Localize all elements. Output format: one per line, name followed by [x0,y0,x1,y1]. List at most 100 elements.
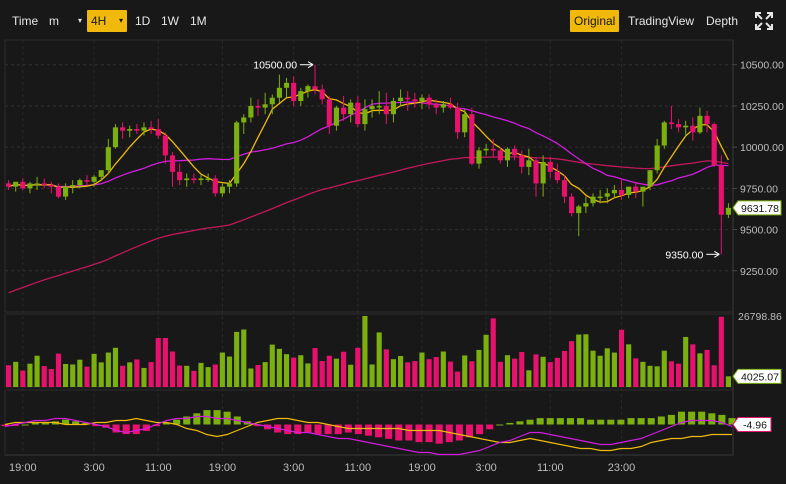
candle-body-down [561,180,568,197]
indicator-hist-down [395,424,403,441]
candle-body-up [234,122,240,184]
indicator-hist-up [163,422,171,425]
candle-body-up [483,148,489,151]
volume-bar-down [433,357,439,387]
original-view-button[interactable]: Original [570,10,620,32]
volume-bar-down [426,359,432,387]
interval-4h-dropdown[interactable]: 4H ▾ [87,10,127,32]
chart-toolbar: Time m ▾ 4H ▾ 1D 1W 1M Original TradingVie… [0,0,786,40]
volume-bar-down [169,351,176,387]
volume-bar-up [305,363,311,387]
candle-body-down [134,129,140,131]
indicator-hist-down [486,424,494,430]
volume-bar-up [70,364,76,387]
candle-body-down [148,127,154,130]
indicator-hist-down [294,424,302,435]
candle-body-down [490,148,496,151]
indicator-hist-down [1,424,9,427]
candle-body-down [20,181,26,189]
candle-body-down [547,161,553,172]
indicator-hist-up [647,418,655,425]
indicator-hist-up [617,419,625,425]
candle-body-down [162,135,168,156]
x-tick-label: 11:00 [145,462,172,474]
candle-body-down [291,82,297,101]
high-arrow-head [307,61,314,69]
volume-bar-up [276,348,282,387]
candle-body-down [426,97,432,105]
candle-body-down [84,180,90,182]
interval-1d-button[interactable]: 1D [135,14,151,28]
indicator-hist-down [112,424,120,433]
indicator-hist-down [375,424,383,438]
candle-body-up [248,105,254,118]
indicator-hist-up [516,421,524,425]
volume-bar-down [383,349,389,387]
candle-body-up [127,129,133,131]
low-price-annotation: 9350.00 [665,249,703,261]
indicator-hist-up [213,410,221,425]
volume-bar-up [476,349,482,387]
indicator-hist-down [334,424,342,435]
candle-body-up [626,186,632,195]
indicator-hist-up [536,418,544,425]
volume-bar-down [668,361,674,387]
indicator-hist-up [657,416,665,425]
indicator-hist-up [637,418,645,425]
volume-bar-up [483,334,489,387]
volume-bar-up [419,352,425,387]
candle-body-up [283,82,290,88]
indicator-hist-down [476,424,484,435]
x-tick-label: 3:00 [83,462,104,474]
minute-interval-dropdown[interactable]: m ▾ [45,10,85,32]
volume-bar-down [561,350,568,387]
y-tick-label: 10250.00 [740,101,784,113]
x-tick-label: 23:00 [608,462,636,474]
indicator-hist-down [354,424,362,435]
volume-bar-up [540,356,546,387]
candle-body-up [597,196,603,199]
indicator-hist-up [496,424,504,426]
tradingview-button[interactable]: TradingView [628,14,695,28]
volume-bar-down [255,365,261,387]
volume-bar-up [398,356,404,387]
candle-body-up [398,97,404,101]
volume-bar-up [440,351,446,387]
indicator-last-tag-box [732,417,772,432]
volume-bar-up [576,334,582,387]
low-arrow-head [714,250,720,258]
indicator-hist-down [132,424,140,435]
volume-bar-up [219,352,225,387]
volume-bar-up [248,368,254,387]
indicator-hist-up [41,422,49,425]
candle-body-down [312,86,318,90]
indicator-hist-down [92,424,100,427]
volume-bar-up [34,355,40,387]
volume-bar-up [504,355,511,387]
volume-bar-up [661,350,667,387]
volume-bar-up [611,352,617,387]
candle-body-down [212,178,218,194]
volume-bar-down [633,358,639,387]
volume-bar-down [704,349,710,387]
candle-body-up [198,178,204,181]
ma-short-line [8,89,729,203]
candle-body-up [141,127,147,131]
volume-bar-down [312,348,318,387]
candle-body-down [569,196,575,214]
candle-body-up [583,203,589,207]
volume-bar-up [127,362,133,387]
volume-bar-down [718,316,724,387]
interval-1w-button[interactable]: 1W [161,14,179,28]
volume-bar-up [348,364,354,387]
volume-bar-up [184,365,190,387]
depth-button[interactable]: Depth [706,14,739,28]
fullscreen-icon[interactable] [755,12,773,30]
volume-bar-down [162,337,168,387]
interval-1m-button[interactable]: 1M [190,14,207,28]
time-button[interactable]: Time [12,14,39,28]
indicator-hist-up [546,418,554,425]
indicator-hist-down [435,424,443,444]
